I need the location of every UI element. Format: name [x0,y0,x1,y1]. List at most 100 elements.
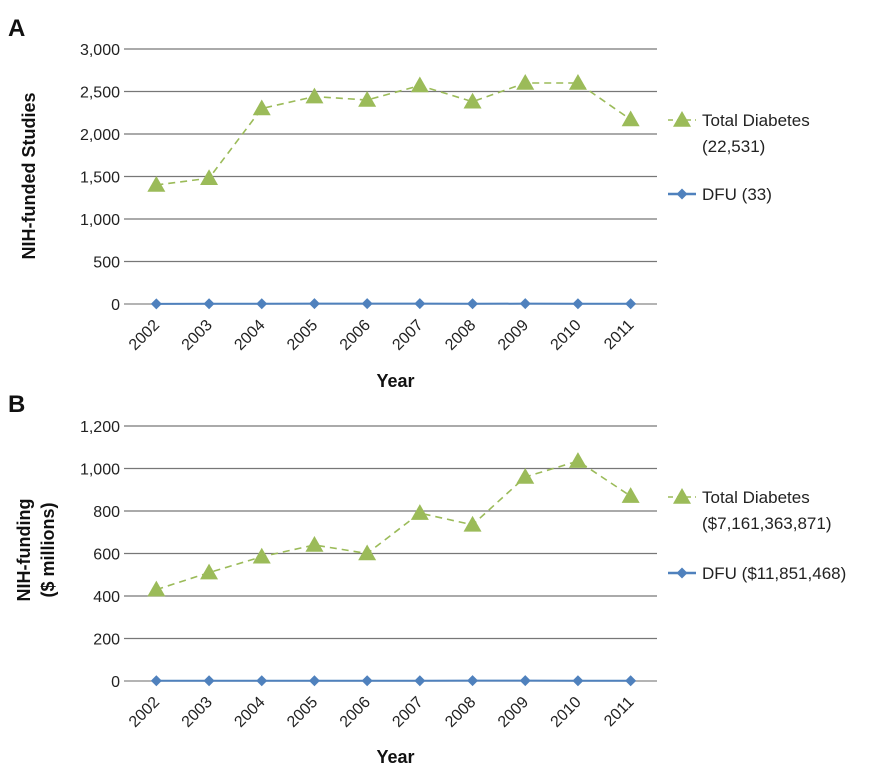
legend-entry: Total Diabetes ($7,161,363,871) [668,488,832,533]
y-tick-label: 600 [93,547,120,564]
x-tick-label: 2006 [337,317,374,354]
series-dfu [150,298,637,310]
series-total-diabetes [147,452,640,597]
x-tick-label: 2008 [442,317,479,354]
x-tick-label: 2011 [601,694,637,730]
y-tick-label: 1,000 [80,212,120,229]
data-point [463,92,482,109]
panel-label: A [8,15,25,42]
data-point [463,515,482,532]
legend-marker [673,488,691,504]
data-point [467,675,479,687]
x-tick-label: 2004 [231,694,268,731]
data-point [147,176,166,192]
data-point [252,99,271,116]
data-point [147,580,166,597]
data-point [305,536,324,552]
data-point [358,91,377,107]
x-tick-label: 2009 [495,694,532,731]
data-point [572,675,584,687]
legend-entry: DFU (33) [668,185,772,204]
legend-label: ($7,161,363,871) [702,514,832,533]
x-tick-label: 2009 [495,317,532,354]
y-tick-label: 400 [93,589,120,606]
data-point [410,504,429,520]
x-axis-title: Year [376,747,414,767]
data-point [150,675,162,687]
data-point [414,675,426,687]
data-point [516,468,535,484]
data-point [516,74,535,90]
data-point [256,675,268,687]
series-total-diabetes [147,74,640,192]
legend-entry: Total Diabetes (22,531) [668,111,810,156]
series-line [156,460,632,591]
legend-marker [673,111,691,127]
x-tick-label: 2006 [337,694,374,731]
y-tick-label: 1,000 [80,462,120,479]
legend-entry: DFU ($11,851,468) [668,564,846,583]
data-point [519,675,531,687]
chart-panel-a: A 0 500 1,000 1,500 2,000 2,500 3,000 2002 2003 20… [8,15,810,391]
legend-label: (22,531) [702,137,765,156]
x-tick-label: 2002 [126,694,163,731]
x-tick-label: 2004 [231,317,268,354]
x-tick-label: 2003 [179,317,216,354]
y-tick-label: 200 [93,632,120,649]
data-point [414,298,426,310]
y-tick-label: 3,000 [80,42,120,59]
data-point [252,547,271,564]
y-axis-title: NIH-funding [14,499,34,602]
legend-label: Total Diabetes [702,488,810,507]
y-tick-label: 1,200 [80,419,120,436]
y-tick-label: 500 [93,255,120,272]
y-tick-label: 2,500 [80,85,120,102]
data-point [568,74,587,90]
y-axis-title: NIH-funded Studies [19,93,39,260]
data-point [361,298,373,310]
data-point [625,298,637,310]
data-point [410,76,429,93]
y-tick-label: 0 [111,297,120,314]
series-dfu [150,675,637,687]
series-line [156,82,632,186]
x-tick-label: 2010 [548,317,585,354]
y-axis-title: ($ millions) [38,502,58,597]
data-point [308,298,320,310]
y-tick-label: 1,500 [80,170,120,187]
data-point [308,675,320,687]
legend-label: Total Diabetes [702,111,810,130]
legend-marker [676,188,688,200]
data-point [625,675,637,687]
x-tick-label: 2011 [601,317,637,353]
data-point [621,487,640,503]
y-tick-label: 800 [93,504,120,521]
legend-label: DFU (33) [702,185,772,204]
legend-marker [676,567,688,579]
data-point [200,563,219,580]
data-point [572,298,584,310]
y-tick-label: 2,000 [80,127,120,144]
x-tick-label: 2010 [548,694,585,731]
data-point [519,298,531,310]
panel-label: B [8,391,25,418]
y-tick-label: 0 [111,674,120,691]
data-point [467,298,479,310]
data-point [203,298,215,310]
x-tick-label: 2007 [389,317,426,354]
x-tick-label: 2005 [284,317,321,354]
legend-label: DFU ($11,851,468) [702,564,846,583]
gridlines [124,425,657,682]
data-point [358,544,377,561]
chart-panel-b: B 0 200 400 600 800 1,000 1,200 2002 2003 2004 2005… [8,391,846,767]
data-point [568,452,587,468]
data-point [361,675,373,687]
data-point [150,298,162,310]
x-tick-label: 2005 [284,694,321,731]
x-tick-label: 2008 [442,694,479,731]
data-point [203,675,215,687]
data-point [305,87,324,104]
data-point [200,169,219,185]
data-point [256,298,268,310]
